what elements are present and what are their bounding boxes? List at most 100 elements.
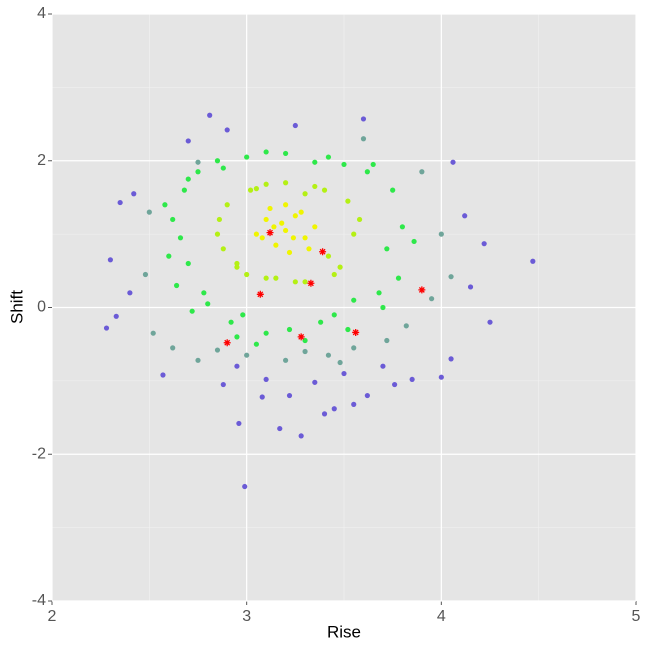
point: [242, 483, 248, 490]
point: [228, 319, 234, 325]
point: [166, 253, 172, 259]
point: [307, 279, 315, 287]
point: [360, 136, 367, 142]
point: [263, 149, 269, 155]
point: [263, 275, 269, 281]
point: [418, 286, 426, 294]
point: [267, 205, 273, 212]
point: [481, 241, 487, 247]
point: [411, 238, 417, 245]
point: [195, 159, 201, 165]
point: [487, 319, 493, 325]
point: [325, 352, 332, 358]
point: [244, 154, 250, 160]
point: [201, 290, 207, 296]
point: [292, 122, 298, 129]
point: [216, 216, 223, 223]
point: [297, 333, 305, 341]
point: [253, 231, 259, 237]
point: [253, 341, 259, 347]
point: [345, 326, 351, 333]
point: [224, 202, 230, 208]
point: [286, 392, 293, 399]
point: [290, 235, 296, 241]
point: [298, 433, 304, 439]
y-axis-title: Shift: [7, 290, 26, 324]
y-tick-label: -4: [32, 592, 46, 609]
point: [395, 275, 402, 281]
point: [438, 231, 444, 237]
point: [325, 253, 332, 259]
point: [530, 258, 536, 264]
y-tick-label: 4: [37, 5, 46, 22]
point: [273, 242, 279, 248]
y-tick-label: -2: [32, 445, 46, 462]
point: [352, 328, 360, 336]
point: [224, 127, 230, 133]
point: [351, 401, 357, 407]
point: [127, 290, 133, 296]
point: [399, 224, 405, 230]
point: [356, 216, 363, 223]
point: [376, 290, 382, 296]
point: [113, 313, 119, 319]
point: [331, 406, 337, 412]
point: [429, 296, 435, 302]
point: [351, 297, 357, 303]
point: [351, 231, 357, 237]
point: [185, 138, 191, 144]
point: [302, 337, 308, 344]
point: [266, 229, 274, 237]
point: [319, 248, 327, 256]
point: [337, 359, 343, 366]
point: [462, 213, 468, 219]
point: [364, 169, 370, 175]
point: [214, 158, 221, 164]
point: [247, 187, 254, 193]
point: [207, 112, 213, 118]
point: [256, 290, 264, 298]
x-tick-label: 2: [48, 608, 57, 625]
point: [277, 425, 283, 432]
point: [263, 181, 269, 187]
point: [234, 334, 240, 340]
point: [306, 246, 312, 252]
point: [302, 279, 308, 285]
point: [380, 304, 386, 311]
point: [150, 330, 156, 336]
x-axis-title: Rise: [327, 622, 361, 641]
point: [185, 260, 191, 267]
point: [286, 249, 293, 256]
point: [283, 202, 289, 208]
point: [244, 271, 250, 278]
point: [162, 202, 168, 208]
point: [189, 308, 195, 314]
point: [253, 186, 259, 192]
point: [273, 275, 279, 281]
point: [283, 227, 289, 234]
point: [259, 394, 265, 400]
point: [220, 165, 226, 171]
point: [384, 337, 390, 344]
point: [409, 376, 415, 383]
point: [220, 246, 226, 252]
point: [448, 274, 454, 280]
point: [438, 374, 444, 380]
point: [214, 347, 221, 353]
point: [234, 260, 240, 267]
point: [312, 224, 318, 230]
point: [173, 282, 180, 289]
point: [298, 209, 304, 215]
point: [279, 220, 285, 226]
point: [236, 420, 242, 427]
point: [450, 159, 456, 165]
point: [390, 187, 396, 193]
y-tick-label: 0: [37, 299, 46, 316]
point: [240, 312, 246, 318]
point: [181, 187, 187, 193]
x-tick-label: 3: [242, 608, 251, 625]
point: [403, 323, 409, 329]
point: [220, 381, 226, 388]
point: [195, 169, 201, 175]
point: [286, 326, 293, 333]
